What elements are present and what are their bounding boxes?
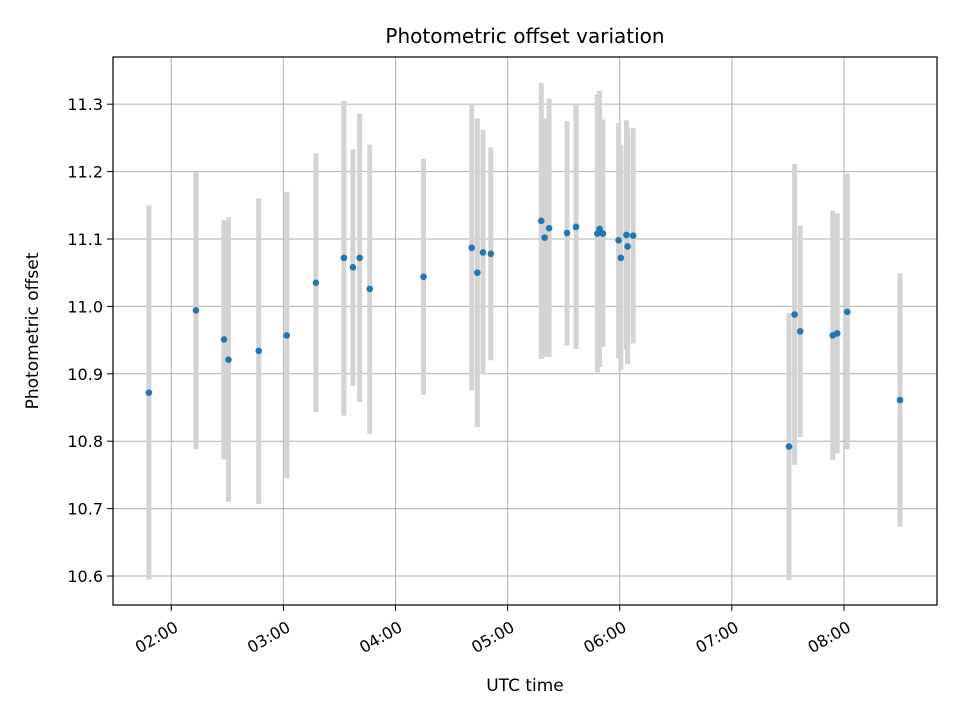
data-point [220,336,228,343]
plot-frame [112,56,938,606]
y-tick-label: 10.9 [67,365,103,384]
chart-title: Photometric offset variation [385,24,664,48]
data-point [340,254,348,262]
data-point [283,332,291,339]
data-point [572,223,580,231]
data-point [624,243,631,250]
data-point [145,389,153,396]
data-point [487,250,495,258]
data-point [255,347,263,355]
data-point [541,234,548,241]
y-tick-label: 11.1 [67,230,103,249]
data-point [615,237,622,244]
data-point [225,356,232,363]
data-point [468,244,476,252]
x-axis-label: UTC time [486,676,564,696]
data-points [145,217,904,450]
data-point [312,279,320,287]
data-point [599,230,607,237]
data-point [896,396,904,404]
data-point [617,254,625,262]
data-point [596,225,603,233]
y-tick-label: 11.2 [67,163,103,182]
y-tick-label: 10.6 [67,567,103,586]
y-tick-label: 11.3 [67,95,103,114]
y-axis-label: Photometric offset [23,252,43,409]
data-point [349,264,357,271]
data-point [537,217,545,225]
data-point [563,229,571,237]
y-tick-label: 11.0 [67,297,103,316]
data-point [420,273,427,281]
data-point [366,285,374,293]
data-point [356,254,363,262]
data-point [623,231,630,239]
data-point [474,269,481,276]
data-point [796,328,804,335]
data-point [785,443,793,450]
data-point [629,232,637,239]
y-tick-label: 10.7 [67,500,103,519]
data-point [192,307,200,314]
data-point [833,330,841,337]
data-point [844,308,851,316]
y-tick-label: 10.8 [67,432,103,451]
data-point [479,249,487,256]
data-point [791,311,798,318]
data-point [545,224,553,232]
